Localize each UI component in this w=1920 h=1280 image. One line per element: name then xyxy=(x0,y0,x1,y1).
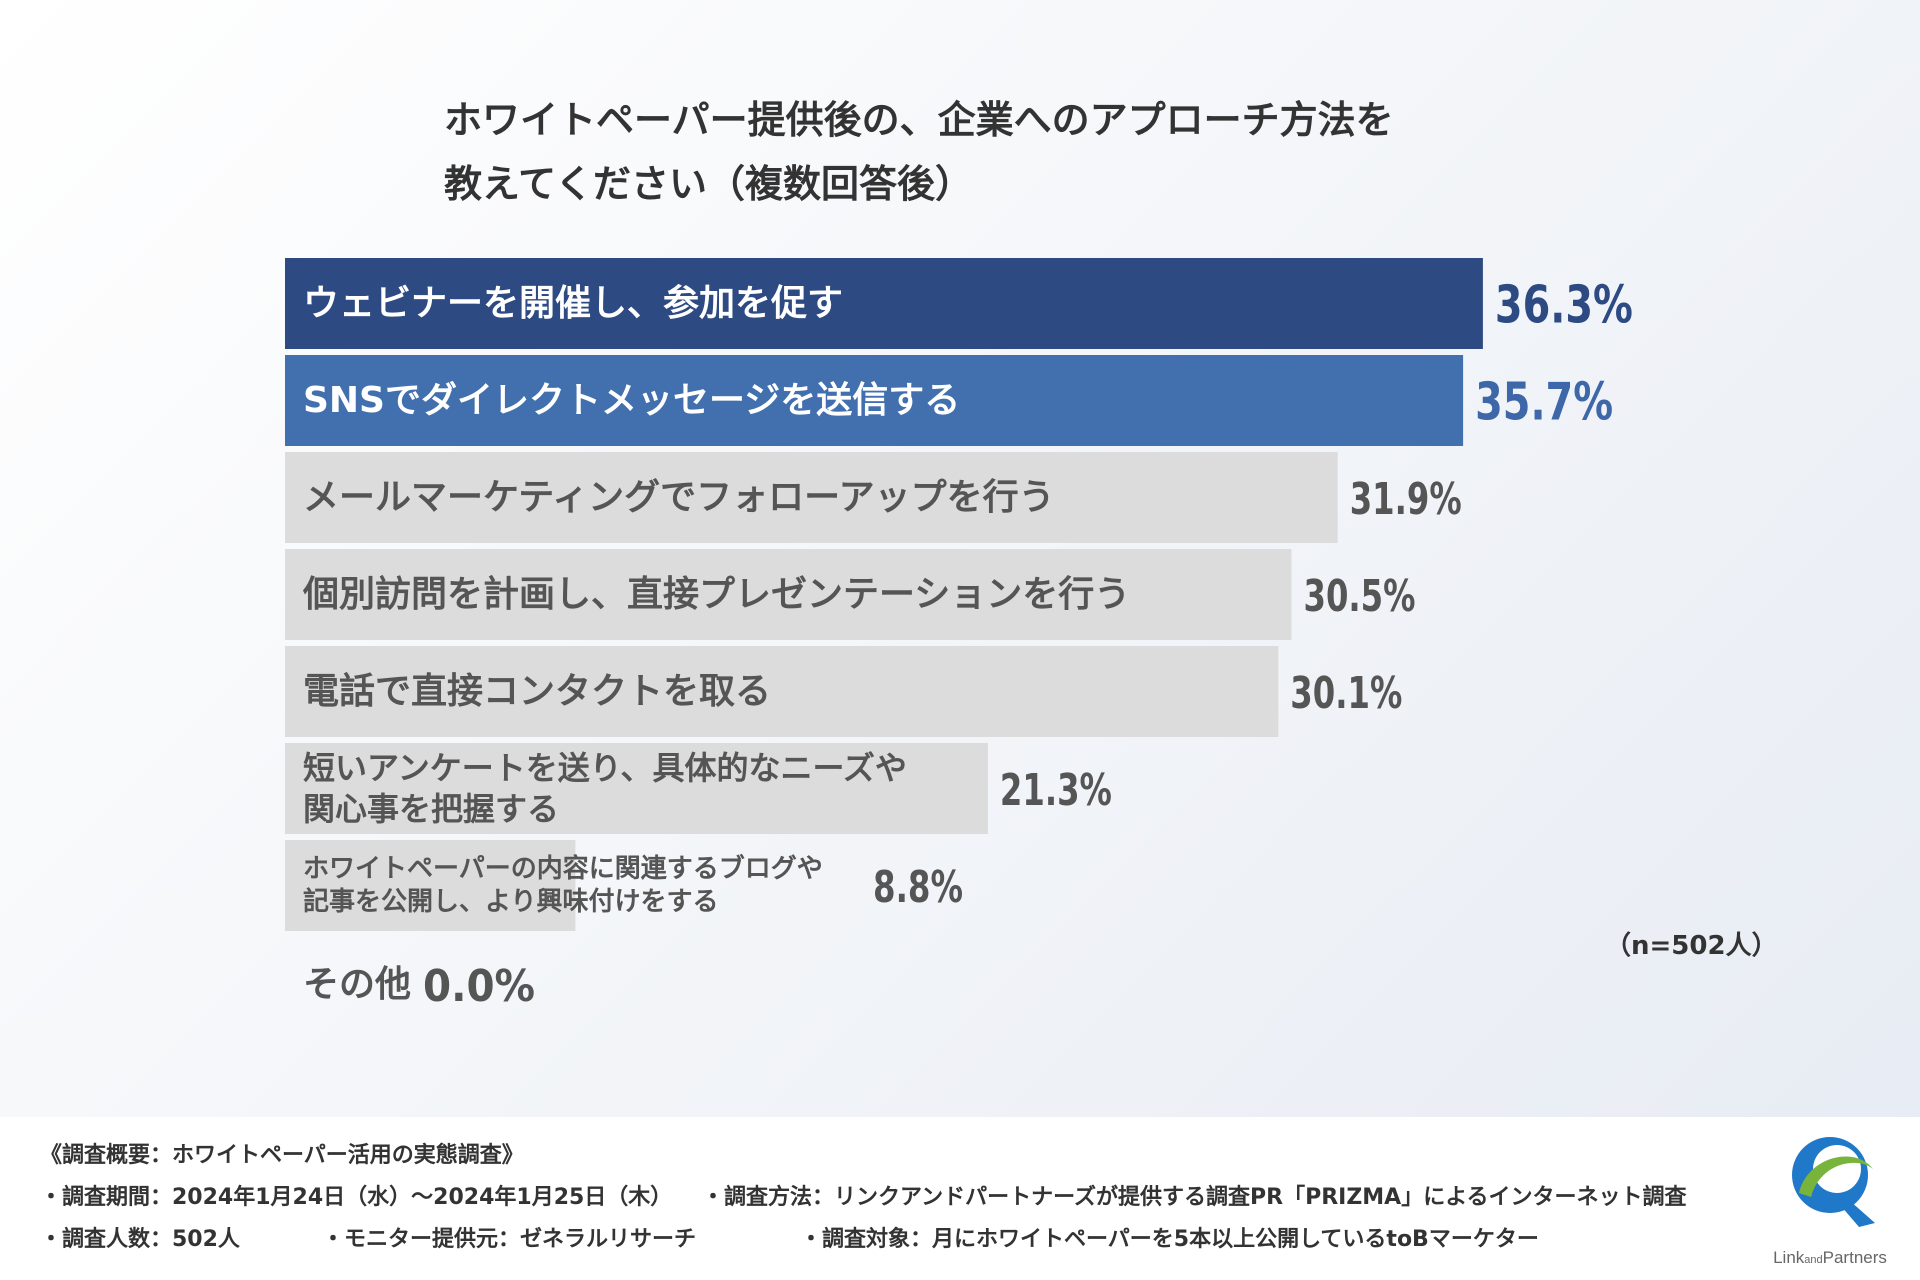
bar-2-value: 35.7% xyxy=(1475,373,1613,433)
bar-5-value: 30.1% xyxy=(1290,668,1402,719)
bar-8-value: 0.0% xyxy=(423,961,535,1012)
survey-monitor: ・モニター提供元：ゼネラルリサーチ xyxy=(322,1227,697,1252)
bar-1-value: 36.3% xyxy=(1495,276,1633,336)
bar-4-label: 個別訪問を計画し、直接プレゼンテーションを行う xyxy=(302,574,1130,615)
survey-name: 《調査概要：ホワイトペーパー活用の実態調査》 xyxy=(40,1143,524,1168)
bar-3-value: 31.9% xyxy=(1350,474,1462,525)
bar-7-label-line-1: ホワイトペーパーの内容に関連するブログや xyxy=(303,853,823,884)
survey-method: ・調査方法：リンクアンドパートナーズが提供する調査PR「PRIZMA」によるイン… xyxy=(702,1185,1687,1210)
logo-text-and: and xyxy=(1804,1254,1822,1266)
bar-6-label-line-2: 関心事を把握する xyxy=(303,790,559,828)
survey-target: ・調査対象：月にホワイトペーパーを5本以上公開しているtoBマーケター xyxy=(800,1227,1539,1252)
survey-respondents: ・調査人数：502人 xyxy=(40,1227,240,1252)
bar-6-label-line-1: 短いアンケートを送り、具体的なニーズや xyxy=(303,749,907,787)
svg-text:LinkandPartners: LinkandPartners xyxy=(1773,1248,1887,1267)
bar-3 xyxy=(285,452,1338,543)
bar-chart: ウェビナーを開催し、参加を促す 36.3% SNSでダイレクトメッセージを送信する 3… xyxy=(285,258,1633,1012)
survey-footer: 《調査概要：ホワイトペーパー活用の実態調査》 ・調査期間：2024年1月24日（… xyxy=(0,1117,1920,1280)
bar-1 xyxy=(285,258,1483,349)
bar-2-label: SNSでダイレクトメッセージを送信する xyxy=(303,380,960,421)
bar-5-label: 電話で直接コンタクトを取る xyxy=(303,671,771,712)
bar-5 xyxy=(285,646,1279,737)
survey-period: ・調査期間：2024年1月24日（水）〜2024年1月25日（木） xyxy=(40,1185,673,1210)
chart-title: ホワイトペーパー提供後の、企業へのアプローチ方法を 教えてください（複数回答後） xyxy=(444,88,1644,216)
bar-8-label: その他 xyxy=(303,964,411,1005)
bar-2 xyxy=(285,355,1464,446)
sample-size-note: （n=502人） xyxy=(1605,931,1778,961)
logo-text-link: Link xyxy=(1773,1248,1805,1267)
bar-4 xyxy=(285,549,1292,640)
link-and-partners-logo-icon xyxy=(1792,1137,1875,1227)
bar-1-label: ウェビナーを開催し、参加を促す xyxy=(303,283,843,324)
bar-6 xyxy=(285,743,988,834)
bar-7 xyxy=(285,840,576,931)
bar-7-label-line-2: 記事を公開し、より興味付けをする xyxy=(303,886,718,917)
chart-title-line-2: 教えてください（複数回答後） xyxy=(444,162,973,206)
chart-title-line-1: ホワイトペーパー提供後の、企業へのアプローチ方法を xyxy=(444,98,1394,142)
link-and-partners-logo: LinkandPartners xyxy=(1773,1137,1887,1267)
bar-6-value: 21.3% xyxy=(1000,765,1112,816)
bar-3-label: メールマーケティングでフォローアップを行う xyxy=(303,477,1055,518)
bar-7-value: 8.8% xyxy=(873,862,963,913)
bar-4-value: 30.5% xyxy=(1304,571,1416,622)
logo-text-partners: Partners xyxy=(1823,1248,1887,1267)
